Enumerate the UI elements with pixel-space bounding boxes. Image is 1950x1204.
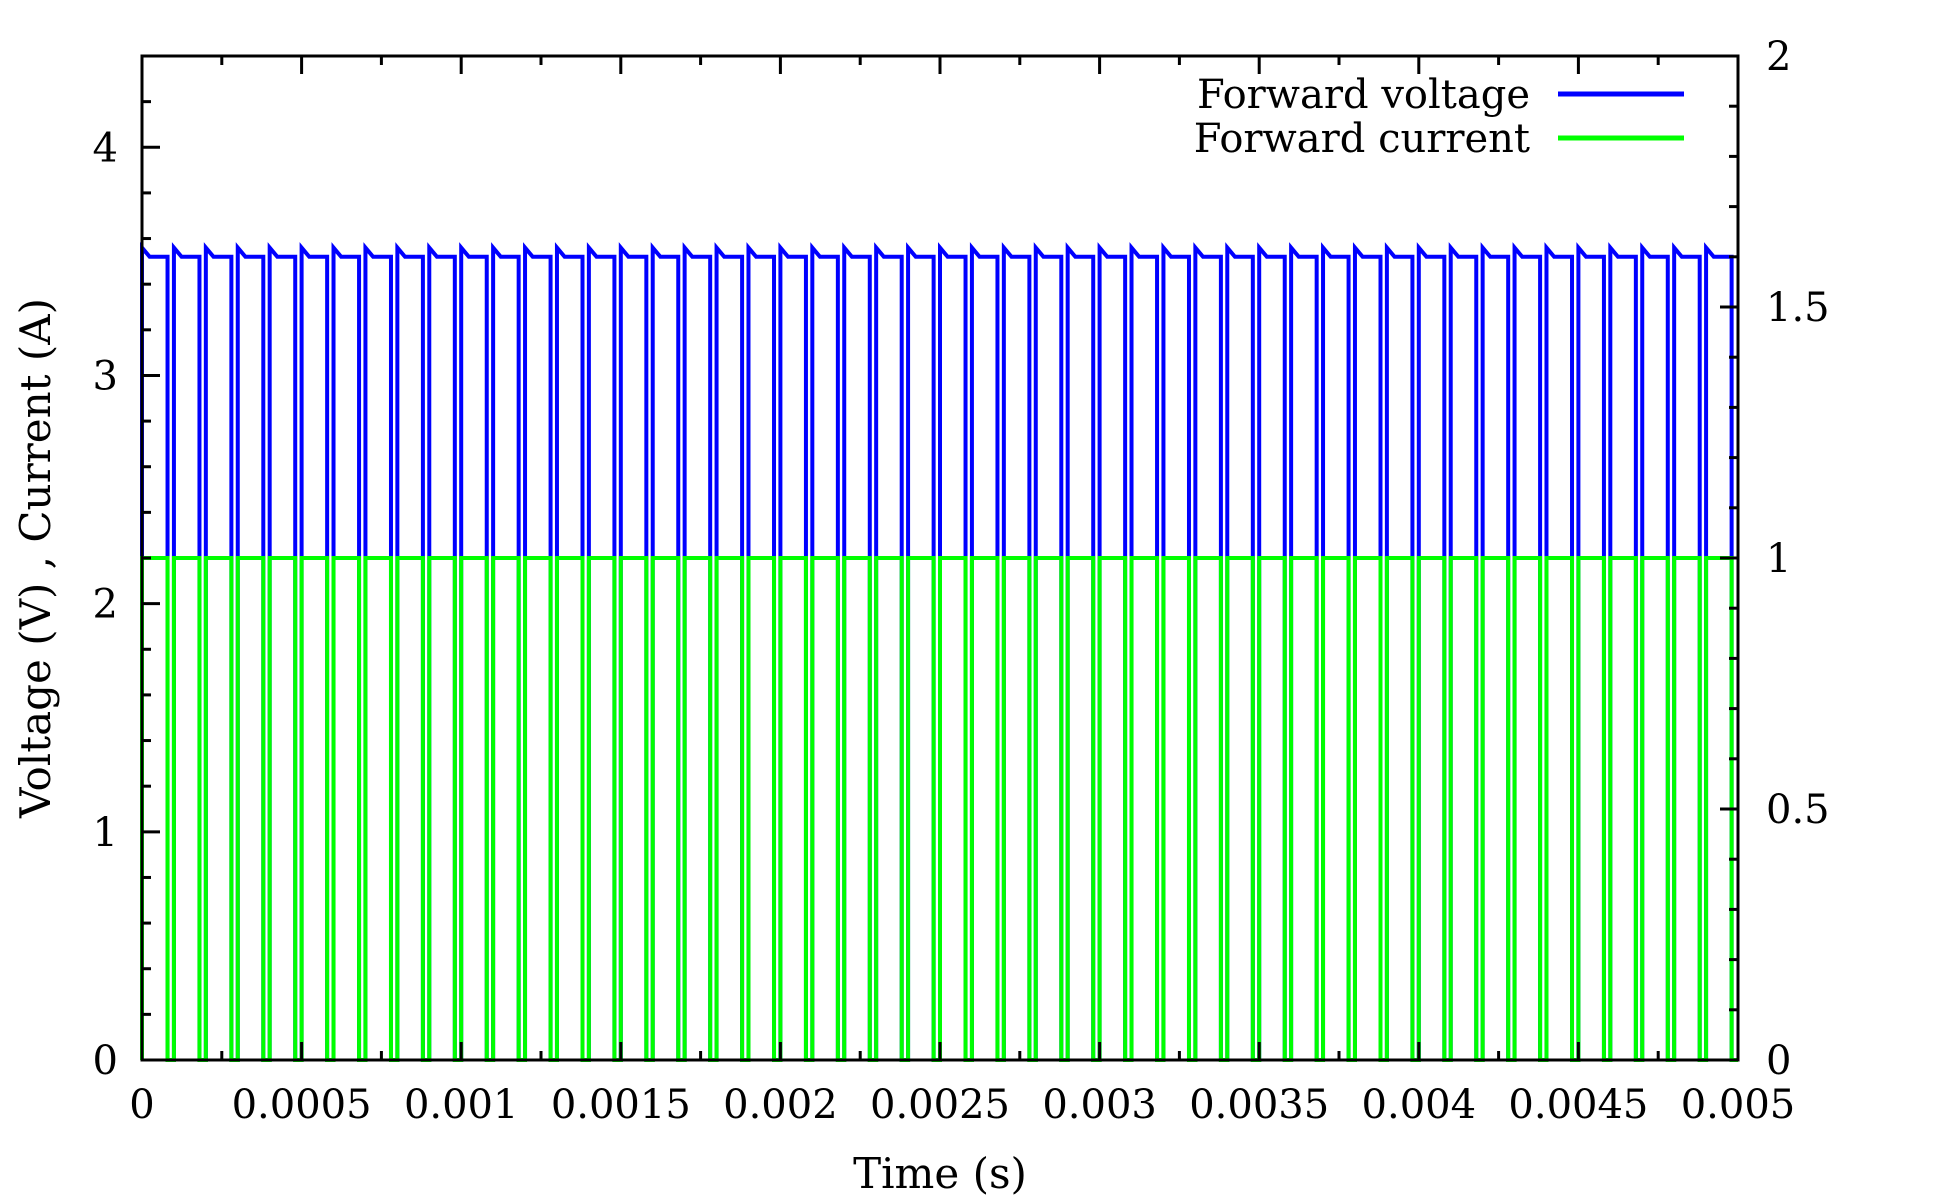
series-line-forward-current	[140, 556, 1738, 1062]
x-tick-label: 0.0025	[870, 1082, 1010, 1128]
x-tick-label: 0.0045	[1508, 1082, 1648, 1128]
y-tick-label: 3	[93, 353, 118, 399]
x-tick-label: 0.005	[1681, 1082, 1796, 1128]
y2-tick-label: 1	[1766, 536, 1791, 582]
x-tick-label: 0.003	[1042, 1082, 1157, 1128]
tick-labels: 0 0.0005 0.001 0.0015 0.002 0.0025 0.003 0.0035…	[93, 34, 1830, 1128]
y-axis-title: Voltage (V) , Current (A)	[11, 298, 60, 819]
y2-tick-label: 2	[1766, 34, 1791, 80]
x-tick-label: 0.0015	[551, 1082, 691, 1128]
x-tick-label: 0.004	[1362, 1082, 1477, 1128]
y2-tick-label: 1.5	[1766, 285, 1830, 331]
x-tick-label: 0.001	[404, 1082, 519, 1128]
y-tick-label: 2	[93, 582, 118, 628]
y2-tick-label: 0.5	[1766, 787, 1830, 833]
plot-lines	[140, 242, 1738, 1062]
ticks	[140, 54, 1740, 1062]
legend-label: Forward current	[1194, 116, 1530, 162]
y-tick-label: 0	[93, 1038, 118, 1084]
legend-label: Forward voltage	[1197, 72, 1530, 118]
x-tick-label: 0.0035	[1189, 1082, 1329, 1128]
y2-tick-label: 0	[1766, 1038, 1791, 1084]
x-tick-label: 0.002	[723, 1082, 838, 1128]
y-tick-label: 4	[93, 125, 118, 171]
x-tick-label: 0	[129, 1082, 154, 1128]
y-tick-label: 1	[93, 810, 118, 856]
x-tick-label: 0.0005	[232, 1082, 372, 1128]
x-axis-title: Time (s)	[853, 1149, 1027, 1198]
